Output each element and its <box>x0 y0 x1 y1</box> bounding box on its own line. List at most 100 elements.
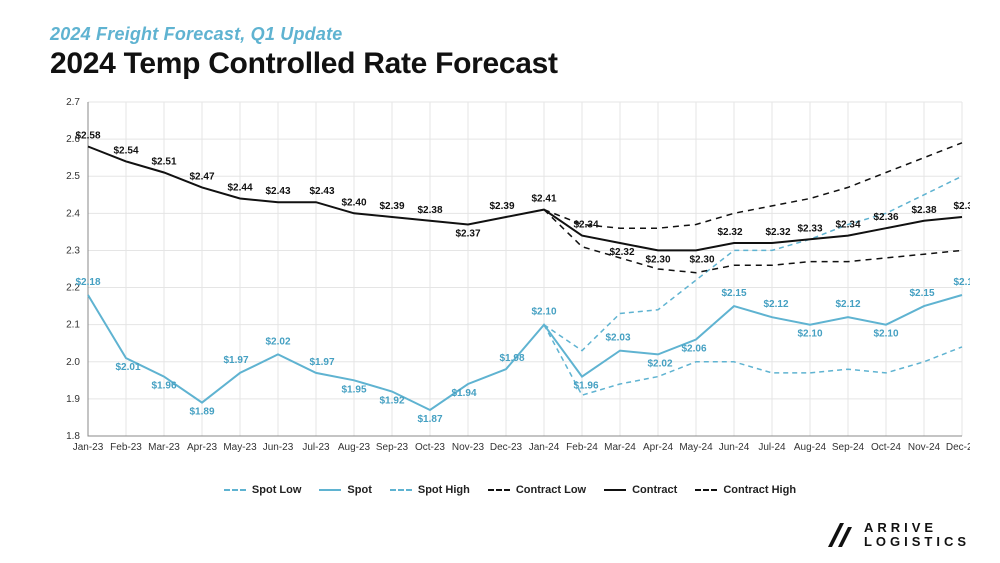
rate-forecast-chart: 1.81.92.02.12.22.32.42.52.62.7Jan-23Feb-… <box>50 96 970 466</box>
data-label: $1.97 <box>223 355 248 366</box>
legend-label: Spot Low <box>252 484 302 496</box>
svg-text:May-23: May-23 <box>223 442 257 453</box>
legend-swatch <box>488 489 510 491</box>
svg-text:Dec-23: Dec-23 <box>490 442 523 453</box>
legend-swatch <box>319 489 341 491</box>
series-contract <box>88 147 962 251</box>
data-label: $2.15 <box>909 288 934 299</box>
brand-text: ARRIVE LOGISTICS <box>864 521 970 548</box>
svg-text:Feb-23: Feb-23 <box>110 442 142 453</box>
series-spot <box>88 295 962 410</box>
data-label: $2.15 <box>721 288 746 299</box>
svg-text:Aug-23: Aug-23 <box>338 442 371 453</box>
legend-label: Spot <box>347 484 371 496</box>
data-label: $2.10 <box>873 329 898 340</box>
data-label: $1.92 <box>379 395 404 406</box>
legend-label: Spot High <box>418 484 470 496</box>
brand-logo: ARRIVE LOGISTICS <box>818 521 970 549</box>
chart-supertitle: 2024 Freight Forecast, Q1 Update <box>50 24 970 45</box>
data-label: $1.95 <box>341 384 366 395</box>
data-label: $2.39 <box>489 201 514 212</box>
data-label: $2.12 <box>835 299 860 310</box>
svg-text:2.7: 2.7 <box>66 97 80 108</box>
data-label: $2.39 <box>953 201 970 212</box>
data-label: $2.38 <box>417 205 442 216</box>
data-label: $2.44 <box>227 182 252 193</box>
data-label: $1.89 <box>189 407 214 418</box>
data-label: $2.18 <box>953 277 970 288</box>
data-label: $1.87 <box>417 414 442 425</box>
svg-text:Jun-24: Jun-24 <box>719 442 750 453</box>
svg-text:Aug-24: Aug-24 <box>794 442 827 453</box>
svg-text:Jan-23: Jan-23 <box>73 442 104 453</box>
data-label: $2.43 <box>265 186 290 197</box>
svg-text:Jul-24: Jul-24 <box>758 442 786 453</box>
legend-swatch <box>604 489 626 491</box>
data-label: $1.97 <box>309 357 334 368</box>
svg-text:Oct-23: Oct-23 <box>415 442 445 453</box>
data-label: $2.58 <box>75 131 100 142</box>
data-label: $2.54 <box>113 145 138 156</box>
data-label: $1.96 <box>151 381 176 392</box>
legend-swatch <box>224 489 246 491</box>
data-label: $2.47 <box>189 171 214 182</box>
legend-swatch <box>390 489 412 491</box>
svg-text:Feb-24: Feb-24 <box>566 442 598 453</box>
svg-text:Jul-23: Jul-23 <box>302 442 330 453</box>
data-label: $2.37 <box>455 228 480 239</box>
data-label: $2.38 <box>911 205 936 216</box>
legend-item-spot: Spot <box>319 484 371 496</box>
legend-label: Contract High <box>723 484 796 496</box>
data-label: $2.02 <box>647 358 672 369</box>
page: 2024 Freight Forecast, Q1 Update 2024 Te… <box>0 0 1000 563</box>
data-label: $2.36 <box>873 212 898 223</box>
svg-text:Apr-23: Apr-23 <box>187 442 217 453</box>
data-label: $2.30 <box>645 254 670 265</box>
svg-text:2.0: 2.0 <box>66 357 80 368</box>
data-label: $2.32 <box>609 247 634 258</box>
brand-mark-icon <box>818 521 854 549</box>
svg-text:Mar-23: Mar-23 <box>148 442 180 453</box>
data-label: $2.51 <box>151 157 176 168</box>
svg-text:2.1: 2.1 <box>66 320 80 331</box>
brand-line-2: LOGISTICS <box>864 534 970 549</box>
svg-text:Jun-23: Jun-23 <box>263 442 294 453</box>
chart-container: 1.81.92.02.12.22.32.42.52.62.7Jan-23Feb-… <box>50 96 970 466</box>
data-label: $2.06 <box>681 344 706 355</box>
data-label: $1.94 <box>451 388 476 399</box>
series-contract_high <box>544 143 962 228</box>
data-label: $2.03 <box>605 333 630 344</box>
legend-item-contract: Contract <box>604 484 677 496</box>
svg-text:Jan-24: Jan-24 <box>529 442 560 453</box>
svg-text:May-24: May-24 <box>679 442 713 453</box>
chart-title: 2024 Temp Controlled Rate Forecast <box>50 47 970 81</box>
data-label: $2.10 <box>531 307 556 318</box>
data-label: $2.32 <box>765 227 790 238</box>
svg-text:2.5: 2.5 <box>66 171 80 182</box>
svg-text:Nov-23: Nov-23 <box>452 442 485 453</box>
data-label: $2.12 <box>763 299 788 310</box>
data-label: $2.33 <box>797 223 822 234</box>
data-label: $2.43 <box>309 186 334 197</box>
svg-text:Sep-23: Sep-23 <box>376 442 409 453</box>
legend-item-contract_low: Contract Low <box>488 484 586 496</box>
svg-text:2.4: 2.4 <box>66 208 80 219</box>
svg-text:Nov-24: Nov-24 <box>908 442 941 453</box>
data-label: $2.41 <box>531 194 556 205</box>
svg-text:1.8: 1.8 <box>66 431 80 442</box>
data-label: $2.34 <box>835 220 860 231</box>
legend-label: Contract Low <box>516 484 586 496</box>
data-label: $2.30 <box>689 254 714 265</box>
svg-text:Oct-24: Oct-24 <box>871 442 901 453</box>
data-label: $2.32 <box>717 227 742 238</box>
svg-text:Dec-24: Dec-24 <box>946 442 970 453</box>
data-label: $2.39 <box>379 201 404 212</box>
svg-text:1.9: 1.9 <box>66 394 80 405</box>
chart-legend: Spot Low Spot Spot High Contract Low Contrac… <box>50 484 970 496</box>
data-label: $2.01 <box>115 362 140 373</box>
data-label: $2.40 <box>341 197 366 208</box>
svg-text:Mar-24: Mar-24 <box>604 442 636 453</box>
data-label: $1.98 <box>499 353 524 364</box>
legend-item-spot_high: Spot High <box>390 484 470 496</box>
legend-label: Contract <box>632 484 677 496</box>
